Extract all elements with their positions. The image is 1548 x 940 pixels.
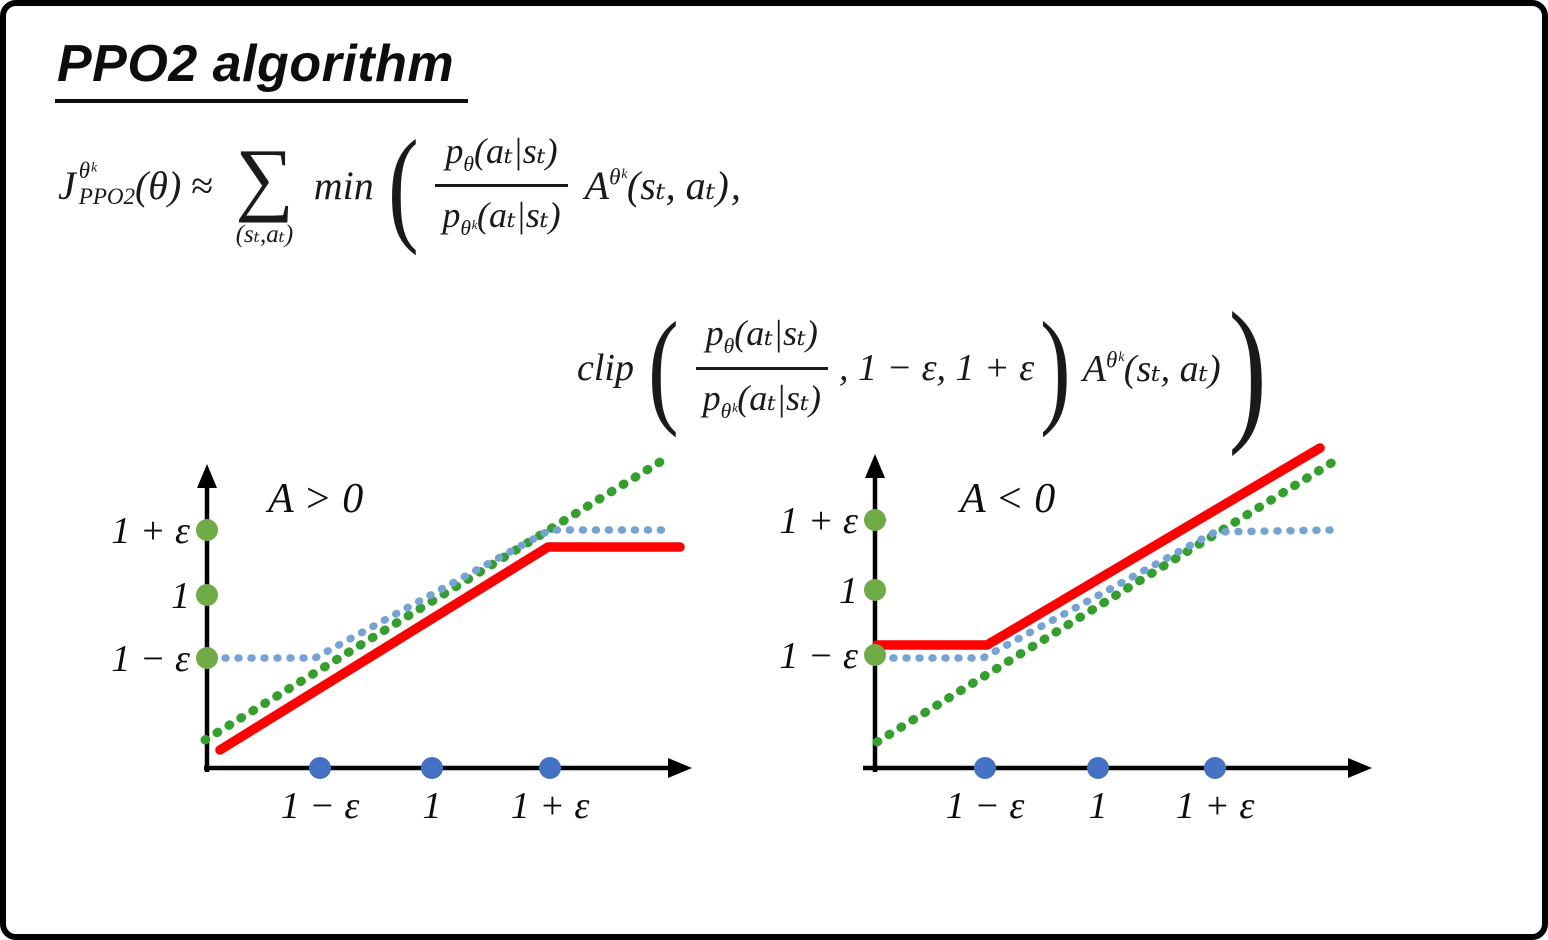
x-tick-label: 1 + ε: [511, 785, 590, 827]
fraction-numerator: pθ(aₜ|sₜ): [435, 130, 568, 188]
y-tick-dot-1plus-eps: [864, 509, 886, 531]
y-tick-label: 1: [171, 575, 190, 617]
y-tick-dot-1: [864, 579, 886, 601]
num-p: p: [445, 130, 464, 171]
theta-argument: (θ): [134, 163, 182, 209]
summation: ∑ (sₜ,aₜ): [235, 131, 294, 249]
A-superscript: θᵏ: [609, 164, 627, 190]
x-axis-arrow: [668, 758, 692, 778]
y-tick-dot-1minus-eps: [196, 647, 218, 669]
comma: ,: [730, 163, 741, 209]
x-tick-label: 1 − ε: [281, 785, 360, 827]
y-tick-dot-1minus-eps: [864, 644, 886, 666]
clip-bounds: , 1 − ε, 1 + ε: [838, 347, 1035, 389]
x-tick-dot-1plus-eps: [1204, 757, 1226, 779]
formula-line-2: clip ( pθ(aₜ|sₜ) pθᵏ(aₜ|sₜ) , 1 − ε, 1 +…: [575, 279, 1274, 457]
A-symbol: A: [584, 163, 610, 209]
plot-title-a-negative: A < 0: [957, 476, 1055, 522]
unclipped-ratio-line: [872, 457, 1338, 747]
x-tick-dot-1minus-eps: [974, 757, 996, 779]
num-p-2: p: [705, 313, 724, 354]
den-p: p: [442, 195, 461, 236]
probability-ratio-fraction-2: pθ(aₜ|sₜ) pθᵏ(aₜ|sₜ): [693, 312, 831, 423]
plot-a-negative: 1 + ε 1 1 − ε 1 − ε 1 1 + ε A < 0: [779, 443, 1372, 827]
y-tick-label: 1 − ε: [111, 638, 190, 680]
clip-operator: clip: [577, 347, 634, 389]
x-tick-dot-1minus-eps: [309, 757, 331, 779]
approx-symbol: ≈: [191, 163, 214, 209]
J-symbol: J: [58, 163, 76, 209]
plot-a-positive: 1 + ε 1 1 − ε 1 − ε 1 1 + ε A > 0: [111, 457, 692, 827]
y-tick-label: 1: [839, 570, 858, 612]
x-tick-label: 1: [1089, 785, 1108, 827]
num-theta-subscript: θ: [463, 152, 474, 177]
advantage-term-2: Aθᵏ(sₜ, aₜ): [1083, 346, 1221, 391]
min-open-paren: (: [387, 114, 419, 256]
x-tick-dot-1: [1087, 757, 1109, 779]
unclipped-ratio-line: [200, 457, 665, 745]
A-args: (sₜ, aₜ): [626, 163, 729, 209]
y-tick-label: 1 − ε: [779, 635, 858, 677]
y-axis-arrow: [865, 454, 885, 478]
den-args: (aₜ|sₜ): [477, 195, 561, 236]
objective-J-term: J θᵏ PPO2: [58, 158, 135, 211]
objective-line: [872, 443, 1325, 650]
x-tick-label: 1: [423, 785, 442, 827]
A-args-2: (sₜ, aₜ): [1123, 347, 1221, 390]
J-scripts: θᵏ PPO2: [79, 158, 135, 209]
clip-open-paren: (: [647, 296, 679, 439]
fraction-denominator-2: pθᵏ(aₜ|sₜ): [693, 370, 831, 424]
min-close-paren: ): [1228, 279, 1267, 457]
x-tick-label: 1 + ε: [1176, 785, 1255, 827]
plot-title-a-positive: A > 0: [265, 476, 363, 522]
A-superscript-2: θᵏ: [1106, 346, 1124, 372]
fraction-numerator-2: pθ(aₜ|sₜ): [695, 312, 828, 370]
x-tick-dot-1: [421, 757, 443, 779]
den-theta-k-subscript: θᵏ: [460, 216, 478, 241]
den-theta-k-subscript-2: θᵏ: [720, 398, 738, 423]
num-args-2: (aₜ|sₜ): [734, 313, 818, 354]
den-args-2: (aₜ|sₜ): [737, 377, 821, 418]
slide-title: PPO2 algorithm: [55, 34, 469, 103]
num-theta-subscript-2: θ: [723, 334, 735, 359]
y-tick-dot-1plus-eps: [196, 519, 218, 541]
sigma-symbol: ∑: [235, 131, 294, 223]
x-tick-label: 1 − ε: [946, 785, 1025, 827]
min-operator: min: [313, 163, 374, 209]
advantage-term: Aθᵏ(sₜ, aₜ): [585, 162, 729, 209]
clipped-ratio-line: [876, 526, 1337, 662]
clip-close-paren: ): [1040, 296, 1071, 439]
J-subscript: PPO2: [78, 183, 135, 209]
clipped-ratio-line: [208, 526, 669, 662]
objective-line: [215, 542, 685, 755]
x-axis-arrow: [1348, 758, 1372, 778]
probability-ratio-fraction: pθ(aₜ|sₜ) pθᵏ(aₜ|sₜ): [432, 130, 570, 241]
y-tick-label: 1 + ε: [779, 500, 858, 542]
num-args: (aₜ|sₜ): [473, 130, 558, 171]
formula-line-1: J θᵏ PPO2 (θ) ≈ ∑ (sₜ,aₜ) min ( pθ(aₜ|sₜ…: [58, 114, 741, 256]
fraction-denominator: pθᵏ(aₜ|sₜ): [432, 187, 570, 241]
y-axis-arrow: [197, 464, 217, 488]
J-superscript: θᵏ: [78, 158, 97, 184]
A-symbol-2: A: [1082, 347, 1107, 390]
x-tick-dot-1plus-eps: [539, 757, 561, 779]
summation-index: (sₜ,aₜ): [235, 220, 294, 248]
y-tick-label: 1 + ε: [111, 510, 190, 552]
den-p-2: p: [702, 377, 721, 418]
y-tick-dot-1: [196, 584, 218, 606]
